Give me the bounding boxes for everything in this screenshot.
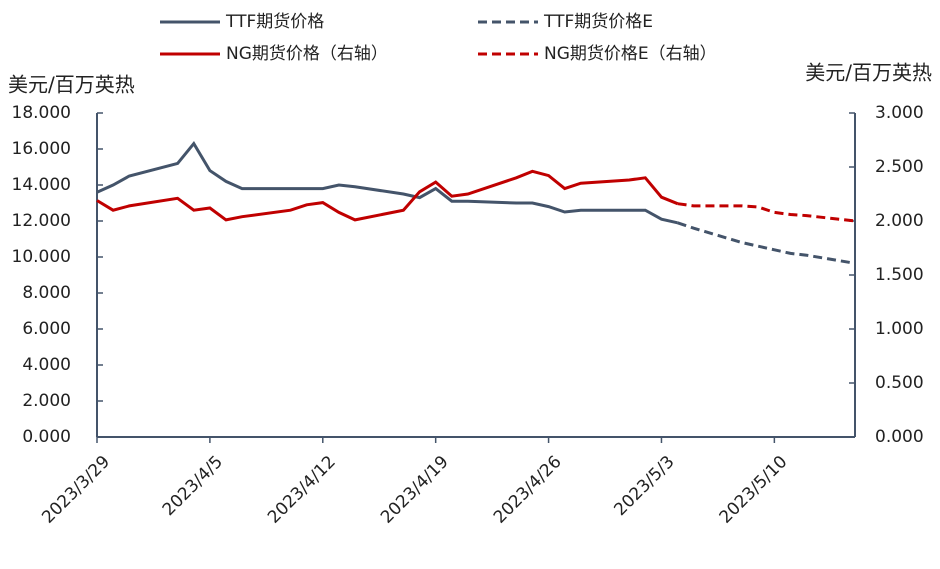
y2-tick-label: 0.000 [875,427,924,447]
legend-label: NG期货价格E（右轴） [544,44,717,64]
y2-tick-label: 0.500 [875,373,924,393]
x-tick-label: 2023/4/5 [159,452,227,520]
y-tick-label: 16.000 [12,139,71,159]
series-line [677,221,856,265]
y-tick-label: 6.000 [22,319,71,339]
y2-axis-title: 美元/百万英热 [805,61,932,85]
y-tick-label: 14.000 [12,175,71,195]
y2-tick-label: 1.500 [875,265,924,285]
series-line [96,169,679,222]
y2-tick-label: 2.500 [875,157,924,177]
legend-label: TTF期货价格 [225,12,324,32]
legend-label: TTF期货价格E [543,12,653,32]
x-tick-label: 2023/5/3 [610,452,678,520]
y-tick-label: 8.000 [22,283,71,303]
y-tick-label: 4.000 [22,355,71,375]
y2-tick-label: 3.000 [875,103,924,123]
x-tick-label: 2023/3/29 [38,452,114,528]
series-line [677,202,856,223]
x-tick-label: 2023/4/12 [264,452,340,528]
y-tick-label: 10.000 [12,247,71,267]
x-tick-label: 2023/5/10 [716,452,792,528]
series-line [96,140,678,225]
x-tick-label: 2023/4/19 [377,452,453,528]
y-axis-title: 美元/百万英热 [8,73,135,97]
y-tick-label: 18.000 [12,103,71,123]
y-tick-label: 0.000 [22,427,71,447]
x-tick-label: 2023/4/26 [490,452,566,528]
y-tick-label: 12.000 [12,211,71,231]
legend-label: NG期货价格（右轴） [226,44,388,64]
y-tick-label: 2.000 [22,391,71,411]
y2-tick-label: 2.000 [875,211,924,231]
y2-tick-label: 1.000 [875,319,924,339]
